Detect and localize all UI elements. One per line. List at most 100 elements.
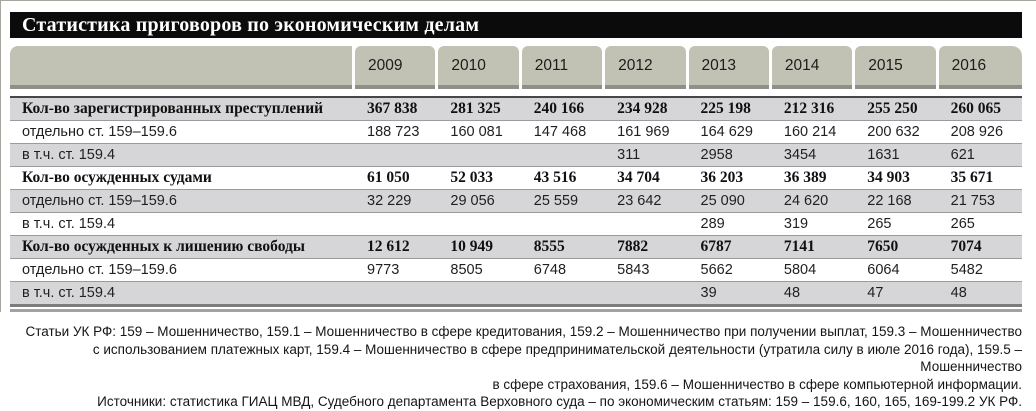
value-cell: 255 250 xyxy=(867,100,918,117)
value-cell: 61 050 xyxy=(367,169,410,186)
value-cell: 234 928 xyxy=(617,100,668,117)
value-cell: 160 214 xyxy=(783,124,837,140)
row-label: Кол-во осужденных к лишению свободы xyxy=(22,238,305,255)
row-label: в т.ч. ст. 159.4 xyxy=(22,147,116,163)
value-cell: 24 620 xyxy=(783,193,829,209)
value-cell: 32 229 xyxy=(367,193,412,209)
value-cell: 260 065 xyxy=(950,100,1001,117)
value-cell: 23 642 xyxy=(617,193,662,209)
value-cell: 34 704 xyxy=(617,169,660,186)
value-cell: 29 056 xyxy=(450,193,495,209)
table-corner-cell xyxy=(10,46,352,89)
column-header-2011: 2011 xyxy=(521,46,603,89)
value-cell: 3454 xyxy=(783,147,817,163)
value-cell: 5662 xyxy=(700,262,733,278)
value-cell: 188 723 xyxy=(367,124,420,140)
value-cell: 48 xyxy=(950,285,967,301)
column-header-2012: 2012 xyxy=(605,46,686,89)
value-cell: 160 081 xyxy=(450,124,503,140)
value-cell xyxy=(522,213,605,235)
row-label: отдельно ст. 159–159.6 xyxy=(22,124,177,140)
infographic: Статистика приговоров по экономическим д… xyxy=(10,12,1022,411)
value-cell xyxy=(438,282,521,304)
row-label: Кол-во осужденных судами xyxy=(22,169,212,186)
row-label: отдельно ст. 159–159.6 xyxy=(22,193,177,209)
value-cell xyxy=(355,282,438,304)
table-row: отдельно ст. 159–159.6 32 229 29 056 25 559… xyxy=(10,189,1022,212)
value-cell: 161 969 xyxy=(617,124,670,140)
value-cell: 2958 xyxy=(700,147,733,163)
value-cell: 12 612 xyxy=(367,238,410,255)
value-cell: 289 xyxy=(700,216,725,232)
value-cell: 208 926 xyxy=(950,124,1004,140)
row-label: в т.ч. ст. 159.4 xyxy=(22,285,116,301)
value-cell: 281 325 xyxy=(450,100,501,117)
table-header-row: 2009 2010 2011 2012 2013 2014 2015 2016 xyxy=(10,46,1022,89)
value-cell xyxy=(605,282,688,304)
value-cell: 22 168 xyxy=(867,193,912,209)
value-cell: 200 632 xyxy=(867,124,920,140)
column-header-2015: 2015 xyxy=(855,46,936,89)
value-cell: 319 xyxy=(783,216,809,232)
row-label: отдельно ст. 159–159.6 xyxy=(22,262,177,278)
table-row: Кол-во осужденных судами 61 050 52 033 43 5… xyxy=(10,166,1022,189)
table-row: отдельно ст. 159–159.6 188 723 160 081 147 … xyxy=(10,120,1022,143)
value-cell: 164 629 xyxy=(700,124,753,140)
value-cell: 39 xyxy=(700,285,717,301)
value-cell: 265 xyxy=(867,216,892,232)
value-cell: 34 903 xyxy=(867,169,910,186)
value-cell: 1631 xyxy=(867,147,900,163)
column-header-2013: 2013 xyxy=(688,46,769,89)
value-cell: 7882 xyxy=(617,238,649,255)
table-row: Кол-во зарегистрированных преступлений 36… xyxy=(10,98,1022,120)
value-cell: 8555 xyxy=(533,238,565,255)
value-cell xyxy=(355,213,438,235)
value-cell xyxy=(605,213,688,235)
value-cell: 5482 xyxy=(950,262,983,278)
value-cell: 265 xyxy=(950,216,975,232)
value-cell: 367 838 xyxy=(367,100,418,117)
value-cell: 43 516 xyxy=(533,169,577,186)
value-cell: 36 203 xyxy=(700,169,744,186)
column-header-2010: 2010 xyxy=(438,46,519,89)
value-cell xyxy=(355,144,438,166)
value-cell: 7074 xyxy=(950,238,982,255)
footnotes: Статьи УК РФ: 159 – Мошенничество, 159.1… xyxy=(10,323,1022,411)
value-cell: 52 033 xyxy=(450,169,493,186)
value-cell xyxy=(522,282,605,304)
column-header-2009: 2009 xyxy=(355,46,436,89)
value-cell: 47 xyxy=(867,285,884,301)
page-title: Статистика приговоров по экономическим д… xyxy=(22,14,480,36)
table-bottom-rule xyxy=(10,304,1022,312)
footnote-line: Статьи УК РФ: 159 – Мошенничество, 159.1… xyxy=(25,324,1022,339)
value-cell: 10 949 xyxy=(450,238,493,255)
value-cell xyxy=(438,213,521,235)
top-border-rule xyxy=(0,0,1036,1)
column-header-2016: 2016 xyxy=(938,46,1022,89)
value-cell: 7141 xyxy=(783,238,815,255)
value-cell: 36 389 xyxy=(783,169,827,186)
row-label: Кол-во зарегистрированных преступлений xyxy=(22,100,324,117)
value-cell: 8505 xyxy=(450,262,483,278)
value-cell xyxy=(522,144,605,166)
value-cell: 6787 xyxy=(700,238,732,255)
table-row: отдельно ст. 159–159.6 9773 8505 6748 5843 56… xyxy=(10,258,1022,281)
title-bar: Статистика приговоров по экономическим д… xyxy=(10,12,1022,38)
table-row: Кол-во осужденных к лишению свободы 12 61… xyxy=(10,235,1022,258)
value-cell: 240 166 xyxy=(533,100,585,117)
value-cell: 48 xyxy=(783,285,801,301)
value-cell: 35 671 xyxy=(950,169,994,186)
value-cell: 25 559 xyxy=(533,193,579,209)
value-cell xyxy=(438,144,521,166)
value-cell: 5804 xyxy=(783,262,817,278)
row-label: в т.ч. ст. 159.4 xyxy=(22,216,116,232)
value-cell: 25 090 xyxy=(700,193,745,209)
table-row: в т.ч. ст. 159.4 311 2958 3454 1631 621 xyxy=(10,143,1022,166)
table-row: в т.ч. ст. 159.4 39 48 47 48 xyxy=(10,281,1022,304)
left-border-rule xyxy=(0,0,1,312)
value-cell: 212 316 xyxy=(783,100,835,117)
value-cell: 6064 xyxy=(867,262,900,278)
footnote-line: с использованием платежных карт, 159.4 –… xyxy=(92,341,1022,375)
footnote-line: в сфере страхования, 159.6 – Мошенничест… xyxy=(492,376,1022,392)
value-cell: 7650 xyxy=(867,238,899,255)
